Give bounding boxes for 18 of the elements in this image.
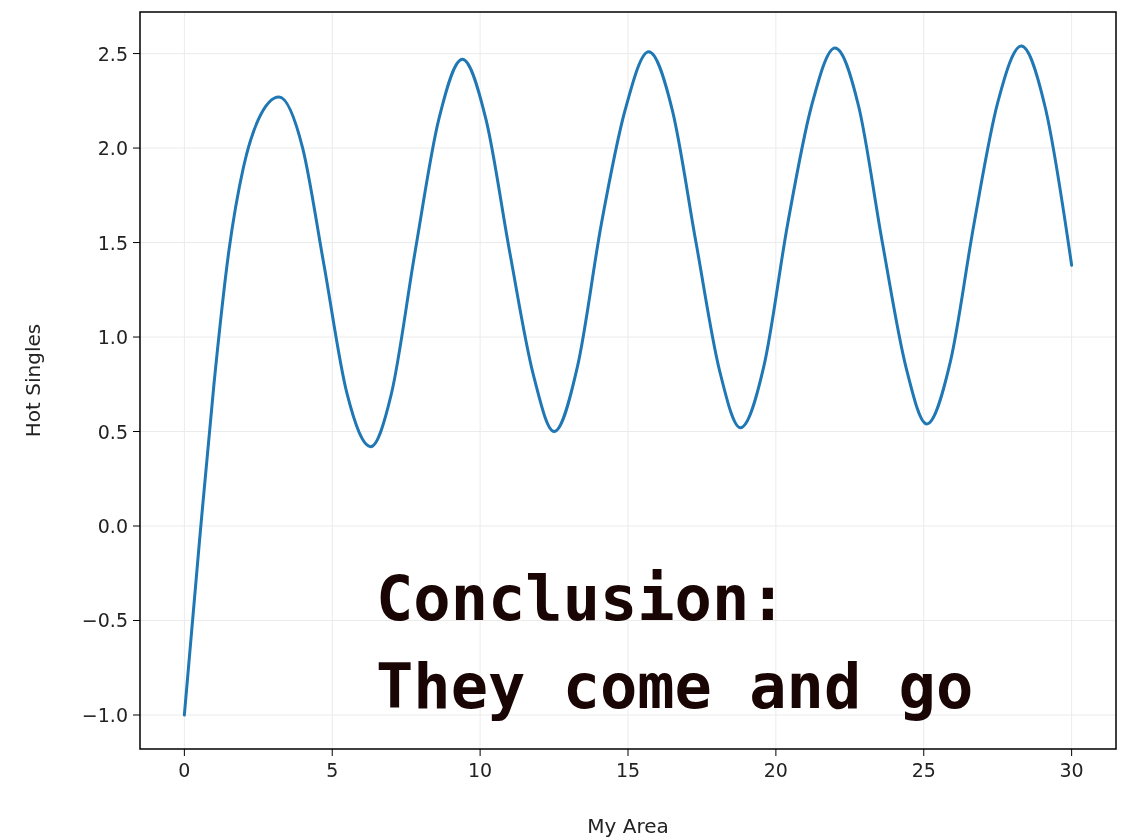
annotation: Conclusion: They come and go [376,562,974,723]
x-tick-label: 30 [1059,759,1084,781]
x-tick-label: 15 [615,759,641,781]
x-tick-label: 20 [763,759,788,781]
y-tick-label: 0.5 [97,420,128,443]
x-tick-label: 5 [326,759,339,781]
y-tick-label: 1.0 [97,326,128,349]
y-axis-title: Hot Singles [21,323,45,438]
y-tick-label: 1.5 [97,231,128,254]
y-tick-label: −0.5 [81,609,128,632]
x-axis-title: My Area [587,814,669,837]
y-tick-label: 0.0 [97,515,128,538]
x-tick-label: 0 [178,759,191,781]
y-tick-label: −1.0 [81,703,128,726]
x-tick-label: 10 [468,759,493,781]
y-tick-label: 2.0 [97,137,128,160]
y-tick-label: 2.5 [97,42,128,65]
x-tick-label: 25 [911,759,936,781]
